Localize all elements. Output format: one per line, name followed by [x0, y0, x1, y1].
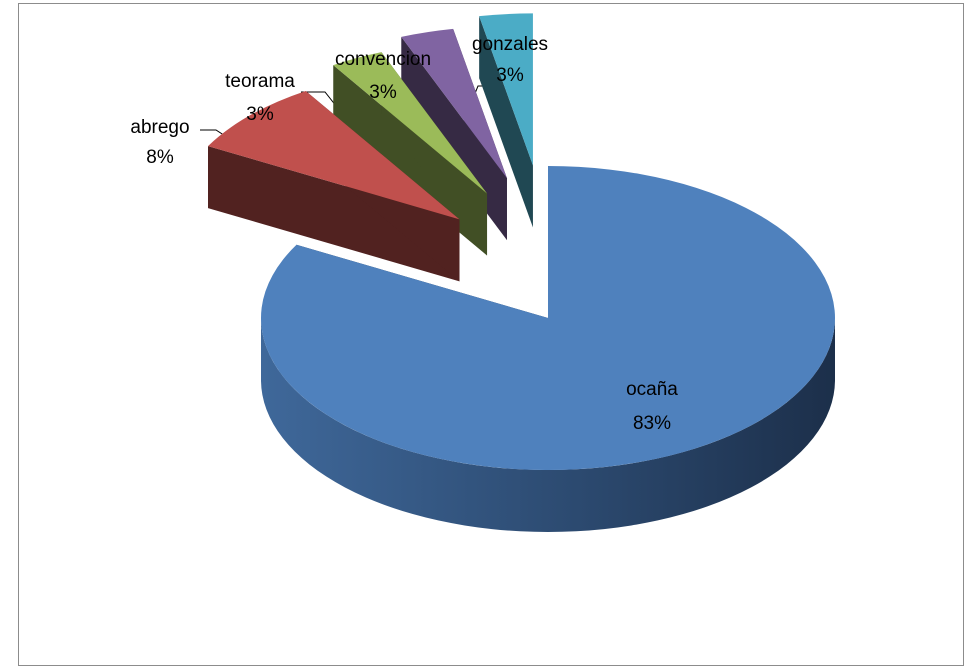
- data-label-name: gonzales: [472, 34, 548, 55]
- data-label-name: ocaña: [626, 379, 678, 400]
- slice-rim: [261, 318, 835, 532]
- data-label: 83%: [633, 413, 671, 434]
- data-label-name: abrego: [130, 117, 189, 138]
- data-label: 3%: [246, 104, 274, 125]
- data-label: 8%: [146, 147, 174, 168]
- slice-side: [208, 146, 460, 282]
- slice-side: [479, 16, 533, 228]
- data-label: 3%: [496, 65, 524, 86]
- slice: [479, 13, 533, 166]
- data-label-name: convencion: [335, 49, 431, 70]
- slice: [401, 28, 507, 179]
- data-label-name: teorama: [225, 71, 295, 92]
- data-label: 3%: [369, 82, 397, 103]
- slice: [208, 90, 460, 220]
- slice: [260, 166, 835, 471]
- slice: [333, 52, 488, 194]
- slice-side: [333, 65, 488, 256]
